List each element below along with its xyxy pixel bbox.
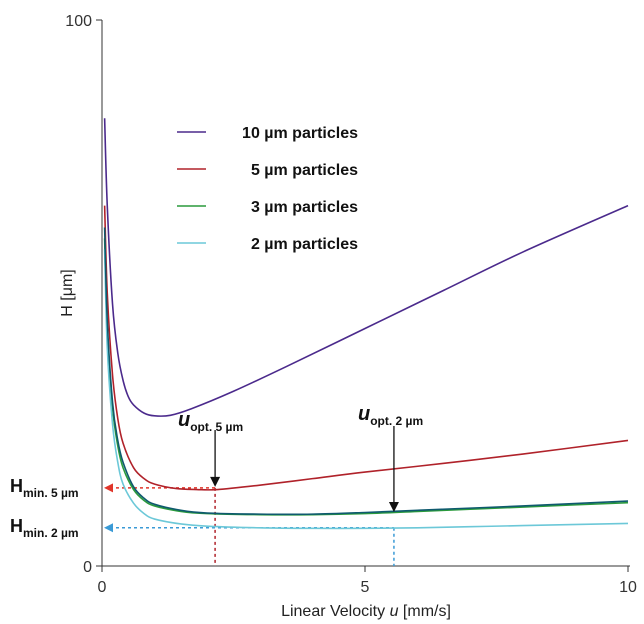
series-line-1 <box>103 205 629 491</box>
series-line-4 <box>103 227 629 516</box>
x-tick-label: 5 <box>361 579 370 596</box>
hmin2-arrowhead <box>104 523 113 533</box>
legend-label: 2 µm particles <box>251 236 358 253</box>
x-tick-label: 0 <box>98 579 107 596</box>
series-lines <box>103 118 629 530</box>
series-line-3 <box>103 249 629 530</box>
y-tick-label: 100 <box>65 13 92 30</box>
series-line-0 <box>103 118 629 417</box>
hmin5-arrowhead <box>104 483 113 493</box>
annotation-label: uopt. 5 µm <box>178 409 243 434</box>
annotations: uopt. 5 µm uopt. 2 µm Hmin. 5 µm Hmin. 2 µm <box>10 403 423 540</box>
uopt5-arrowhead <box>210 476 221 487</box>
uopt2-arrowhead <box>388 502 399 513</box>
legend-label: 5 µm particles <box>251 162 358 179</box>
guide-lines <box>104 483 395 566</box>
series-line-2 <box>103 238 629 516</box>
x-axis-title: Linear Velocity u [mm/s] <box>281 603 451 620</box>
y-axis-title: H [μm] <box>59 269 76 316</box>
y-tick-label: 0 <box>83 559 92 576</box>
legend: 10 µm particles 5 µm particles 3 µm partic… <box>177 125 358 253</box>
annotation-label: Hmin. 2 µm <box>10 516 79 540</box>
x-tick-label: 10 <box>619 579 637 596</box>
legend-label: 3 µm particles <box>251 199 358 216</box>
legend-label: 10 µm particles <box>242 125 358 142</box>
annotation-label: uopt. 2 µm <box>358 403 423 428</box>
annotation-label: Hmin. 5 µm <box>10 476 79 500</box>
